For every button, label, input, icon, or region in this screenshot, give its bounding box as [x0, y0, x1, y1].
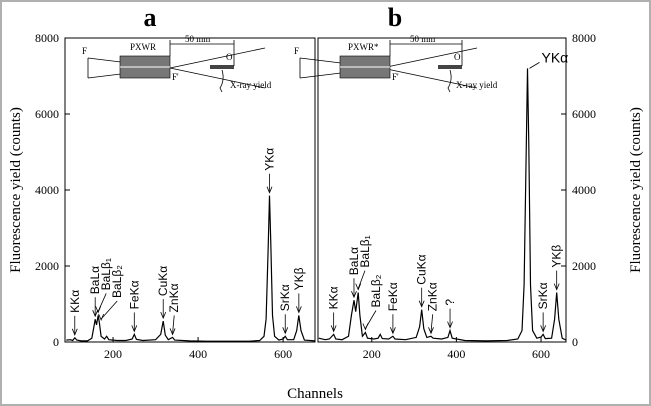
y-tick-label: 4000: [572, 183, 596, 197]
arrow-head: [266, 186, 273, 194]
yield-arrow: [447, 69, 452, 93]
x-axis-label: Channels: [287, 386, 343, 402]
arrow-head: [282, 327, 289, 335]
inset-label: F': [392, 72, 399, 82]
panel-label: a: [144, 3, 157, 32]
inset-diagram: PXWR* 50 mm O F F' X-ray yield: [294, 34, 498, 93]
annotation: BaLα: [347, 247, 361, 275]
y-axis-label: Fluorescence yield (counts): [8, 107, 24, 273]
y-tick-label: 4000: [35, 183, 59, 197]
annotation-arrow: [100, 300, 118, 320]
arrow-head: [540, 325, 547, 333]
x-tick-label: 600: [274, 347, 292, 361]
x-tick-label: 600: [532, 347, 550, 361]
y-tick-label: 8000: [35, 31, 59, 45]
annotation: KKα: [68, 290, 82, 313]
arrow-head: [330, 325, 337, 333]
annotation: BaLβ₁: [99, 258, 113, 290]
annotation: FeKα: [386, 282, 400, 311]
inset-label: F: [294, 46, 299, 56]
annotation: ZnKα: [426, 282, 440, 311]
inset-label: O: [226, 52, 233, 62]
annotation-arrow: [172, 315, 175, 334]
y-tick-label: 0: [572, 335, 578, 349]
annotation: CuKα: [415, 254, 429, 284]
arrow-head: [351, 291, 357, 299]
annotation: FeKα: [127, 280, 141, 309]
inset-label: 50 mm: [185, 34, 210, 44]
x-tick-label: 200: [363, 347, 381, 361]
arrow-head: [92, 310, 99, 318]
arrow-head: [169, 328, 176, 336]
arrow-head: [447, 321, 453, 329]
y-tick-label: 6000: [572, 107, 596, 121]
arrow-head: [390, 327, 396, 335]
arrow-head: [428, 327, 434, 335]
inset-label: PXWR*: [348, 42, 379, 52]
annotation-arrow: [357, 270, 366, 289]
inset-label: 50 mm: [410, 34, 435, 44]
y-tick-label: 8000: [572, 31, 596, 45]
panel-label: b: [388, 3, 402, 32]
arrow-head: [295, 306, 302, 314]
annotation: BaLβ₁: [358, 235, 372, 267]
x-tick-label: 200: [104, 347, 122, 361]
annotation: YKα: [263, 148, 277, 171]
inset-label: F: [82, 46, 87, 56]
arrow-head: [95, 306, 102, 314]
y-tick-label: 2000: [35, 259, 59, 273]
annotation: BaLβ₂: [369, 274, 383, 307]
arrow-head: [355, 283, 362, 291]
annotation: YKβ: [292, 267, 306, 290]
y-axis-label: Fluorescence yield (counts): [628, 107, 644, 273]
spectrum: [318, 68, 567, 342]
x-tick-label: 400: [447, 347, 465, 361]
x-tick-label: 400: [189, 347, 207, 361]
annotation: KKα: [327, 286, 341, 309]
inset-diagram: PXWR 50 mm O F F' X-ray yield: [82, 34, 272, 93]
inset-label: F': [172, 72, 179, 82]
inset-label: O: [454, 52, 461, 62]
sample: [438, 65, 462, 69]
yield-arrow: [219, 69, 224, 93]
inset-label: PXWR: [130, 42, 156, 52]
inset-label: X-ray yield: [456, 80, 498, 90]
annotation: YKβ: [550, 245, 564, 268]
arrow-head: [160, 311, 167, 320]
inset-label: X-ray yield: [230, 80, 272, 90]
annotation: ?: [443, 299, 457, 306]
annotation: CuKα: [156, 266, 170, 296]
annotation-arrow: [430, 314, 434, 333]
annotation: YKα: [541, 49, 568, 65]
annotation: SrKα: [278, 284, 292, 311]
annotation: BaLβ₂: [110, 265, 124, 298]
arrow-head: [98, 313, 105, 322]
arrow-head: [553, 283, 560, 291]
annotation: SrKα: [536, 282, 550, 309]
annotation: ZnKα: [167, 283, 181, 312]
arrow-head: [131, 325, 138, 333]
arrow-head: [71, 328, 78, 336]
sample: [210, 65, 234, 69]
arrow-head: [418, 300, 425, 308]
y-tick-label: 6000: [35, 107, 59, 121]
spectrum: [66, 195, 316, 342]
y-tick-label: 2000: [572, 259, 596, 273]
annotation: BaLα: [88, 266, 102, 294]
arrow-head: [362, 323, 369, 331]
annotation-leader: [529, 62, 540, 69]
y-tick-label: 0: [53, 335, 59, 349]
